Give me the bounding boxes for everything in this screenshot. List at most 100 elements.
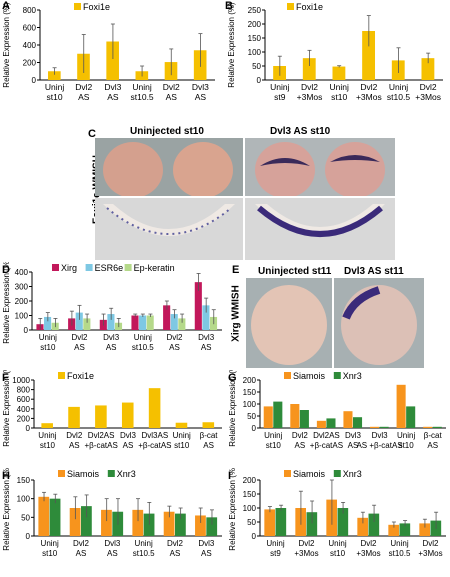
- x-tick-label: st10: [331, 92, 347, 102]
- bar: [396, 384, 406, 428]
- x-tick-label: Uninj: [173, 431, 191, 440]
- x-tick-label: Dvl2: [298, 539, 315, 548]
- bar: [275, 508, 287, 536]
- bar: [139, 315, 147, 330]
- x-tick-label: AS: [170, 549, 181, 558]
- y-tick-label: 200: [243, 476, 257, 485]
- x-tick-label: Uninj: [45, 82, 64, 92]
- y-tick-label: 200: [243, 376, 257, 385]
- bar: [44, 316, 52, 330]
- legend-label: Xnr3: [117, 469, 136, 479]
- x-tick-label: AS: [107, 549, 118, 558]
- legend-label: Foxi1e: [83, 2, 110, 12]
- x-tick-label: AS: [166, 92, 178, 102]
- x-tick-label: st10: [399, 441, 415, 450]
- legend-swatch: [58, 470, 65, 477]
- x-tick-label: Dvl2: [166, 333, 183, 342]
- x-tick-label: st10: [174, 441, 190, 450]
- y-tick-label: 250: [248, 6, 262, 15]
- bar: [131, 315, 139, 330]
- x-tick-label: Dvl3: [103, 333, 120, 342]
- x-tick-label: Dvl2: [71, 333, 88, 342]
- panel-e-title-right: Dvl3 AS st11: [344, 266, 404, 277]
- x-tick-label: Dvl2: [360, 539, 377, 548]
- y-tick-label: 400: [17, 405, 31, 414]
- bar: [421, 58, 435, 80]
- x-tick-label: Uninj: [329, 82, 348, 92]
- x-tick-label: Uninj: [39, 333, 57, 342]
- x-tick-label: Uninj: [38, 431, 56, 440]
- x-tick-label: Uninj: [397, 431, 415, 440]
- panel-letter-b: B: [225, 0, 233, 12]
- y-tick-label: 150: [248, 34, 262, 43]
- y-tick-label: 50: [247, 412, 256, 421]
- y-tick-label: 100: [15, 312, 29, 321]
- x-tick-label: st10: [47, 92, 63, 102]
- bar: [68, 406, 80, 428]
- photo-c-uninjected-whole: [95, 138, 243, 196]
- x-tick-label: Dvl3: [192, 82, 209, 92]
- bar: [362, 31, 376, 80]
- panel-e-title-left: Uninjected st11: [258, 266, 332, 277]
- legend-swatch: [333, 470, 341, 477]
- chart-i: 0 50 100 150 200 Relative Expression (%) Siamo…: [228, 468, 446, 558]
- y-tick-label: 0: [252, 532, 257, 541]
- bar: [332, 66, 346, 80]
- y-axis-label: Relative Expression (%): [2, 370, 11, 447]
- x-tick-label: Dvl2: [360, 82, 377, 92]
- x-tick-label: st10: [266, 441, 282, 450]
- bar: [353, 417, 363, 428]
- x-tick-label: Dvl2: [422, 539, 439, 548]
- x-tick-label: Uninj: [132, 82, 151, 92]
- bar: [106, 41, 119, 80]
- x-tick-label: Dvl3: [198, 539, 215, 548]
- panel-c-title-right: Dvl3 AS st10: [270, 126, 331, 137]
- y-tick-label: 600: [17, 395, 31, 404]
- y-tick-label: 50: [247, 518, 256, 527]
- bar: [206, 517, 218, 536]
- y-tick-label: 0: [257, 76, 262, 85]
- x-tick-label: AS: [78, 92, 90, 102]
- chart-d: 0 100 200 300 400 Relative Expression (%) Xirg…: [2, 262, 222, 352]
- bar: [326, 418, 336, 428]
- x-tick-label: AS: [201, 549, 212, 558]
- bar: [195, 515, 206, 536]
- bar: [95, 405, 107, 428]
- legend-swatch: [284, 470, 291, 477]
- y-tick-label: 100: [243, 504, 257, 513]
- x-tick-label: Dvl2: [163, 82, 180, 92]
- y-axis-label: Relative Expression (%): [228, 370, 237, 447]
- y-axis-label: Relative Expression (%): [227, 2, 236, 88]
- bar: [432, 426, 442, 428]
- x-tick-label: Dvl2: [75, 82, 92, 92]
- x-tick-label: Dvl3: [104, 539, 121, 548]
- x-tick-label: Dvl3: [104, 82, 121, 92]
- bar: [306, 512, 318, 536]
- bar: [175, 422, 188, 428]
- bar: [163, 511, 175, 536]
- bar: [263, 406, 273, 428]
- x-tick-label: +3Mos: [415, 92, 441, 102]
- photo-e-dvl3: [334, 278, 424, 368]
- x-tick-label: AS: [123, 441, 134, 450]
- bar: [48, 71, 61, 80]
- y-tick-label: 800: [17, 386, 31, 395]
- y-tick-label: 150: [243, 490, 257, 499]
- bar: [175, 513, 186, 536]
- y-axis-label: Relative Expression (%): [228, 468, 237, 551]
- x-tick-label: Uninj: [134, 333, 152, 342]
- x-tick-label: Dvl3: [120, 431, 137, 440]
- bar: [163, 305, 171, 330]
- legend-label: Ep-keratin: [134, 263, 175, 273]
- y-tick-label: 100: [243, 400, 257, 409]
- y-tick-label: 400: [15, 268, 29, 277]
- x-tick-label: Dvl2: [301, 82, 318, 92]
- legend-label: ESR6e: [95, 263, 124, 273]
- x-tick-label: st10.5: [389, 549, 411, 558]
- legend-swatch: [107, 470, 115, 477]
- legend-label: Siamois: [293, 371, 326, 381]
- photo-c-dvl3-section: [245, 198, 395, 260]
- panel-c-title-left: Uninjected st10: [130, 126, 204, 137]
- photo-e-uninjected: [246, 278, 332, 368]
- bar: [406, 406, 416, 428]
